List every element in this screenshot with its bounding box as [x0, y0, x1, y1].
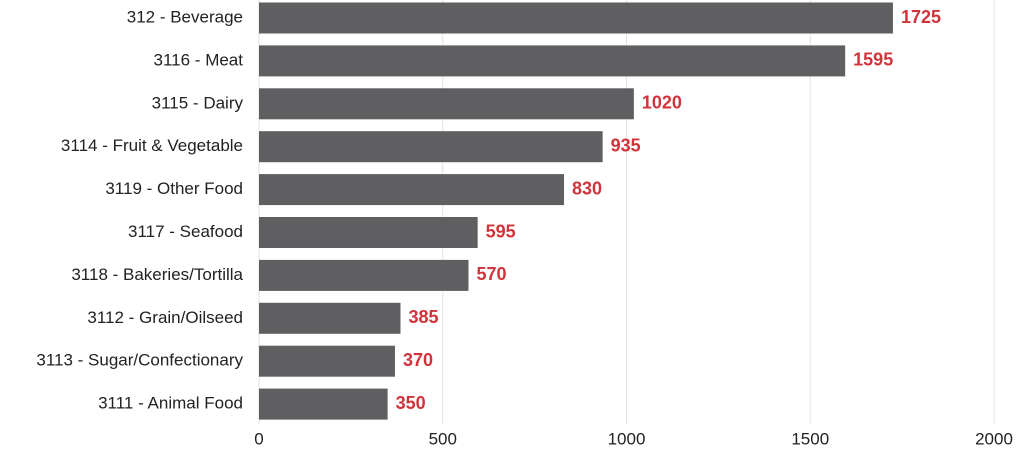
y-tick-label: 3112 - Grain/Oilseed: [87, 308, 243, 327]
value-label: 570: [476, 264, 506, 284]
bar: [259, 88, 634, 120]
bar: [259, 45, 846, 77]
bar: [259, 174, 565, 206]
y-tick-label: 3119 - Other Food: [105, 179, 243, 198]
value-label: 385: [408, 307, 438, 327]
value-label: 935: [611, 135, 641, 155]
x-tick-label: 500: [429, 429, 457, 448]
y-tick-label: 3111 - Animal Food: [98, 394, 243, 413]
value-label: 370: [403, 350, 433, 370]
value-label: 595: [486, 221, 516, 241]
value-label: 830: [572, 178, 602, 198]
bar: [259, 259, 469, 291]
bar: [259, 345, 395, 377]
value-label: 1595: [853, 50, 893, 70]
y-tick-label: 312 - Beverage: [127, 7, 243, 26]
x-tick-label: 2000: [975, 429, 1013, 448]
bar: [259, 388, 388, 420]
bar: [259, 302, 401, 334]
bar: [259, 2, 893, 34]
y-tick-label: 3113 - Sugar/Confectionary: [36, 351, 243, 370]
x-tick-label: 1500: [791, 429, 829, 448]
y-tick-label: 3118 - Bakeries/Tortilla: [71, 265, 243, 284]
y-tick-label: 3114 - Fruit & Vegetable: [61, 136, 243, 155]
y-tick-label: 3115 - Dairy: [152, 93, 244, 112]
value-label: 1020: [642, 93, 682, 113]
value-label: 350: [396, 393, 426, 413]
bar: [259, 217, 478, 248]
x-tick-label: 0: [254, 429, 263, 448]
bar: [259, 131, 603, 163]
y-tick-label: 3116 - Meat: [154, 50, 244, 69]
value-label: 1725: [901, 7, 941, 27]
y-tick-label: 3117 - Seafood: [128, 222, 243, 241]
x-tick-label: 1000: [608, 429, 646, 448]
